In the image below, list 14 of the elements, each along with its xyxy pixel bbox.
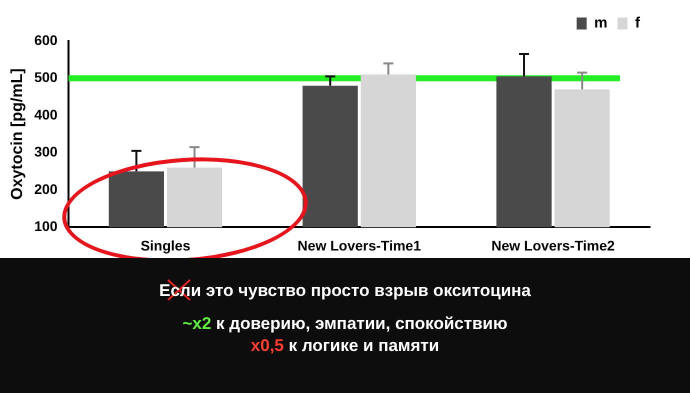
y-tick-label: 300 (34, 144, 58, 160)
y-tick-label: 400 (34, 106, 58, 122)
y-tick-label: 200 (34, 180, 58, 197)
text: x0,5 к логике и памяти (250, 334, 440, 356)
text: ~x2 к доверию, эмпатии, спокойствию (181, 313, 508, 334)
y-tick-label: 100 (34, 218, 58, 234)
legend-label: f (635, 14, 642, 32)
y-tick-label: 500 (34, 69, 58, 86)
y-tick-label: 600 (34, 32, 58, 48)
x-tick-label: New Lovers-Time1 (298, 237, 422, 254)
x-tick-label: Singles (140, 237, 191, 254)
x-tick-label: New Lovers-Time2 (491, 237, 616, 254)
legend-label: m (594, 14, 608, 32)
y-axis-title: Oxytocin [pg/mL] (9, 68, 26, 200)
